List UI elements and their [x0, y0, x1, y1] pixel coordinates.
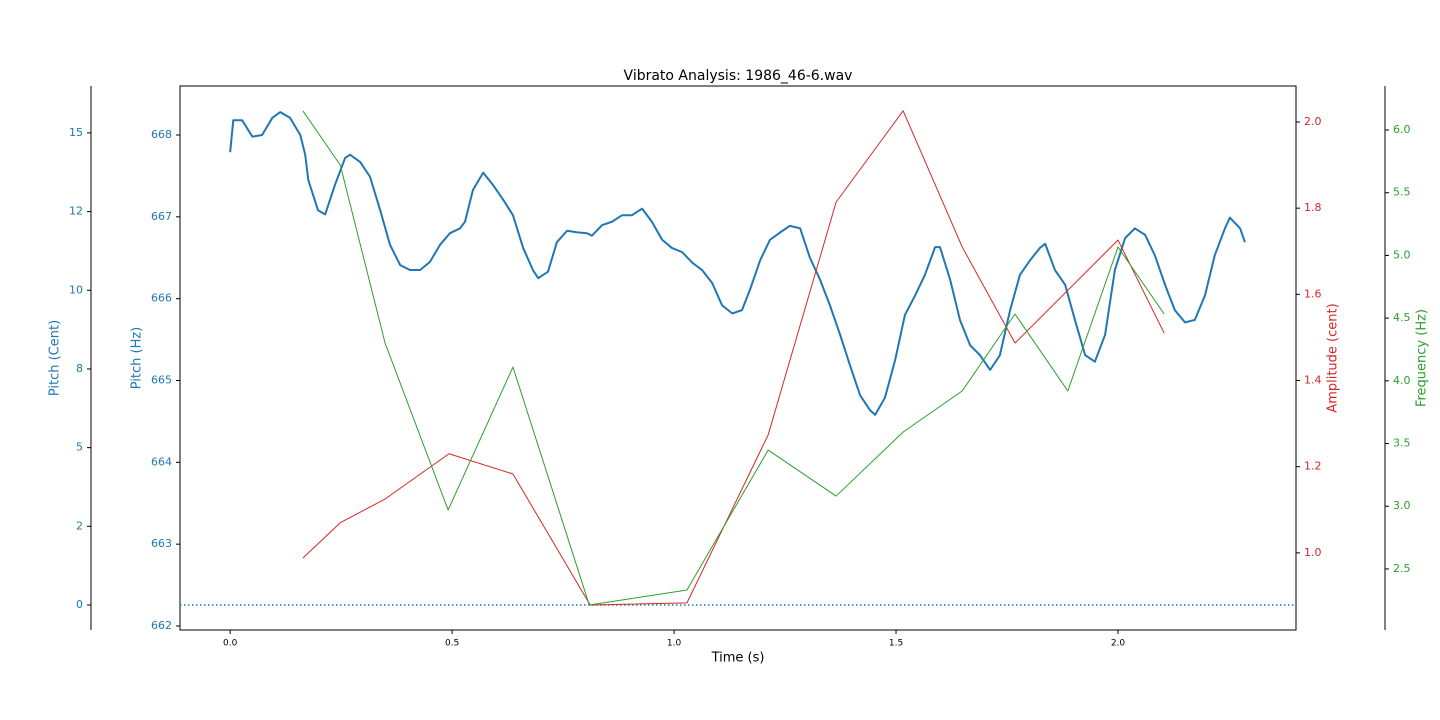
x-tick-label: 1.0	[667, 639, 682, 649]
y3-tick-label: 1.6	[1304, 287, 1322, 300]
y2-axis-label: Pitch (Cent)	[48, 320, 63, 396]
y4-tick-label: 4.5	[1393, 311, 1411, 324]
y4-tick-label: 6.0	[1393, 123, 1411, 136]
y2-tick-label: 0	[76, 598, 83, 611]
y-tick-label: 664	[151, 455, 172, 468]
series-line	[302, 110, 1165, 606]
y-tick-label: 662	[151, 619, 172, 632]
y4-axis-label: Frequency (Hz)	[1415, 309, 1430, 407]
y-tick-label: 663	[151, 537, 172, 550]
y-axis-label: Pitch (Hz)	[130, 327, 145, 390]
y-tick-label: 667	[151, 210, 172, 223]
series-line	[229, 111, 1246, 416]
y2-tick-label: 10	[69, 283, 83, 296]
x-axis-label: Time (s)	[711, 651, 765, 666]
y3-axis-label: Amplitude (cent)	[1326, 303, 1341, 412]
y2-tick-label: 15	[69, 126, 83, 139]
y4-tick-label: 2.5	[1393, 562, 1411, 575]
y4-tick-label: 3.5	[1393, 437, 1411, 450]
y3-tick-label: 1.2	[1304, 460, 1322, 473]
y2-tick-label: 2	[76, 519, 83, 532]
y4-tick-label: 3.0	[1393, 499, 1411, 512]
y2-tick-label: 8	[76, 362, 83, 375]
y3-tick-label: 1.0	[1304, 546, 1322, 559]
plot-frame	[179, 85, 1297, 631]
x-tick-label: 1.5	[889, 639, 903, 649]
x-tick-label: 0.5	[445, 639, 459, 649]
chart-title: Vibrato Analysis: 1986_46-6.wav	[624, 68, 853, 84]
x-tick-label: 0.0	[223, 639, 238, 649]
y-tick-label: 665	[151, 374, 172, 387]
y3-tick-label: 2.0	[1304, 115, 1322, 128]
y-tick-label: 666	[151, 292, 172, 305]
y-tick-label: 668	[151, 128, 172, 141]
series-line	[302, 110, 1165, 606]
y4-tick-label: 5.5	[1393, 186, 1411, 199]
y2-tick-label: 5	[76, 441, 83, 454]
y4-tick-label: 5.0	[1393, 248, 1411, 261]
x-tick-label: 2.0	[1111, 639, 1126, 649]
y3-tick-label: 1.8	[1304, 201, 1322, 214]
y4-tick-label: 4.0	[1393, 374, 1411, 387]
y3-tick-label: 1.4	[1304, 374, 1322, 387]
y2-tick-label: 12	[69, 205, 83, 218]
